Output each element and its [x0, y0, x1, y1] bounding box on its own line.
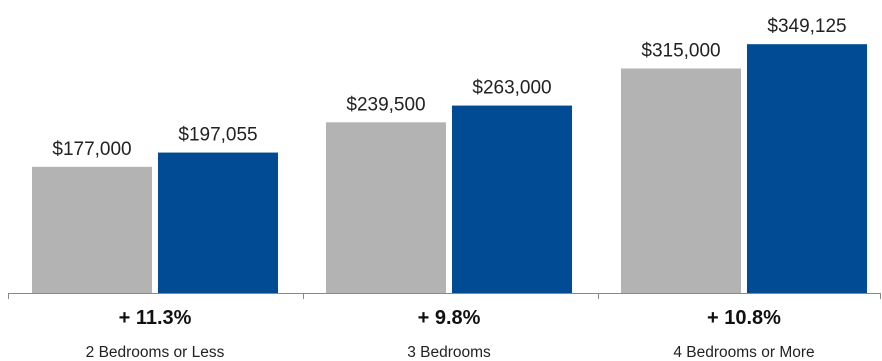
percent-change-label: + 9.8% — [418, 307, 481, 329]
x-axis — [8, 293, 881, 299]
value-label: $197,055 — [178, 125, 257, 146]
value-label: $349,125 — [767, 16, 846, 37]
bar-current-3 — [747, 44, 867, 293]
percent-change-label: + 10.8% — [707, 307, 781, 329]
bar-prior-3 — [621, 68, 741, 293]
category-label: 2 Bedrooms or Less — [86, 344, 225, 361]
bar-prior-1 — [32, 166, 152, 293]
percent-change-label: + 11.3% — [119, 307, 192, 329]
bars — [32, 44, 867, 294]
bar-prior-2 — [326, 122, 446, 293]
category-label: 4 Bedrooms or More — [673, 344, 814, 361]
labels: $177,000 $197,055 + 11.3% 2 Bedrooms or Les… — [52, 16, 846, 361]
value-label: $239,500 — [346, 94, 425, 115]
value-label: $315,000 — [641, 41, 720, 62]
value-label: $263,000 — [472, 78, 551, 99]
value-label: $177,000 — [52, 139, 131, 160]
bar-current-1 — [158, 152, 278, 293]
bar-current-2 — [452, 105, 572, 294]
category-label: 3 Bedrooms — [407, 344, 491, 361]
